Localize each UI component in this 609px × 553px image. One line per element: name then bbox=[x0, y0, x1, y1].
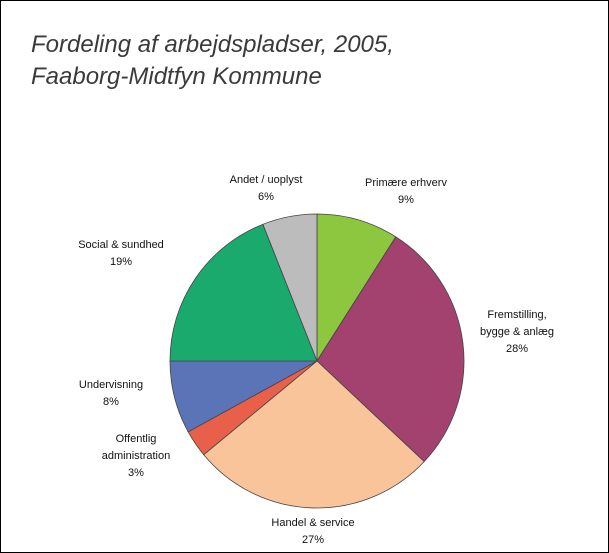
slice-label: Undervisning 8% bbox=[51, 377, 171, 411]
value-label: 9% bbox=[398, 194, 414, 206]
value-label: 8% bbox=[103, 396, 119, 408]
value-label: 27% bbox=[301, 534, 325, 546]
slice-label: Primære erhverv 9% bbox=[336, 175, 476, 209]
slice-label: Andet / uoplyst 6% bbox=[201, 172, 331, 206]
pie-slice bbox=[169, 223, 318, 362]
chart-subtitle: Faaborg-Midtfyn Kommune bbox=[31, 63, 322, 90]
slice-label: Fremstilling, bygge & anlæg 28% bbox=[472, 307, 562, 358]
slice-label: Social & sundhed 19% bbox=[56, 237, 186, 271]
value-label: 28% bbox=[505, 343, 529, 355]
pie-slice bbox=[316, 213, 397, 363]
pie-slice bbox=[316, 236, 465, 463]
category-name: Handel & service bbox=[271, 517, 355, 529]
category-name: Primære erhverv bbox=[365, 177, 447, 189]
category-name: Andet / uoplyst bbox=[229, 174, 303, 186]
slice-label: Handel & service 27% bbox=[243, 515, 383, 549]
value-label: 6% bbox=[258, 191, 274, 203]
slice-label: Offentlig administration 3% bbox=[95, 431, 177, 482]
value-label: 3% bbox=[128, 467, 144, 479]
chart-title: Fordeling af arbejdspladser, 2005, bbox=[31, 31, 394, 58]
category-name: Undervisning bbox=[78, 379, 144, 391]
category-name: Social & sundhed bbox=[78, 239, 164, 251]
category-name: Fremstilling, bygge & anlæg bbox=[480, 309, 554, 338]
pie-slice bbox=[262, 213, 318, 362]
pie-slice bbox=[203, 360, 425, 509]
category-name: Offentlig administration bbox=[101, 433, 171, 462]
value-label: 19% bbox=[109, 256, 133, 268]
